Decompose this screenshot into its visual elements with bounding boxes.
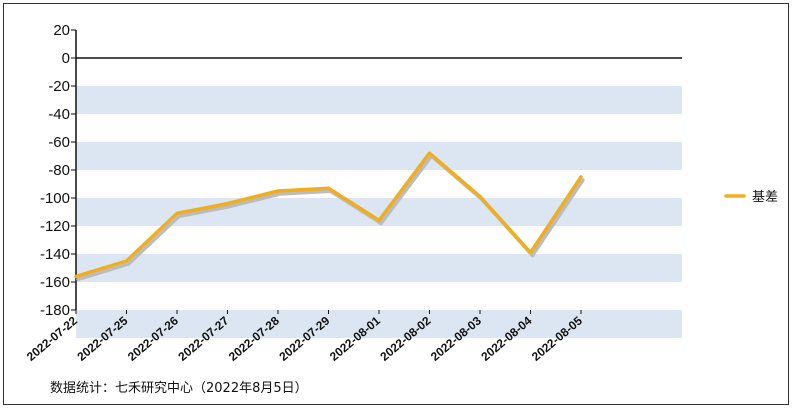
grid-band: [76, 254, 682, 282]
grid-bands: [76, 86, 682, 338]
grid-band: [76, 310, 682, 338]
y-tick-label: -60: [48, 134, 70, 151]
y-tick-label: -20: [48, 78, 70, 95]
legend: 基差: [724, 190, 778, 205]
y-tick-label: -180: [40, 302, 70, 319]
y-tick-label: -160: [40, 274, 70, 291]
y-tick-label: 20: [53, 22, 70, 39]
y-tick-label: -40: [48, 106, 70, 123]
x-tick-label: 2022-07-22: [24, 313, 80, 363]
y-tick-label: -120: [40, 218, 70, 235]
series-line-basis: [74, 151, 583, 279]
grid-band: [76, 86, 682, 114]
y-tick-label: 0: [62, 50, 70, 67]
grid-band: [76, 142, 682, 170]
source-note: 数据统计：七禾研究中心（2022年8月5日）: [50, 381, 308, 396]
y-axis-ticks: 20 0 -20 -40 -60 -80 -100 -120 -140 -160 -180: [40, 22, 76, 319]
y-tick-label: -80: [48, 162, 70, 179]
y-tick-label: -140: [40, 246, 70, 263]
legend-label: 基差: [752, 190, 778, 205]
y-tick-label: -100: [40, 190, 70, 207]
